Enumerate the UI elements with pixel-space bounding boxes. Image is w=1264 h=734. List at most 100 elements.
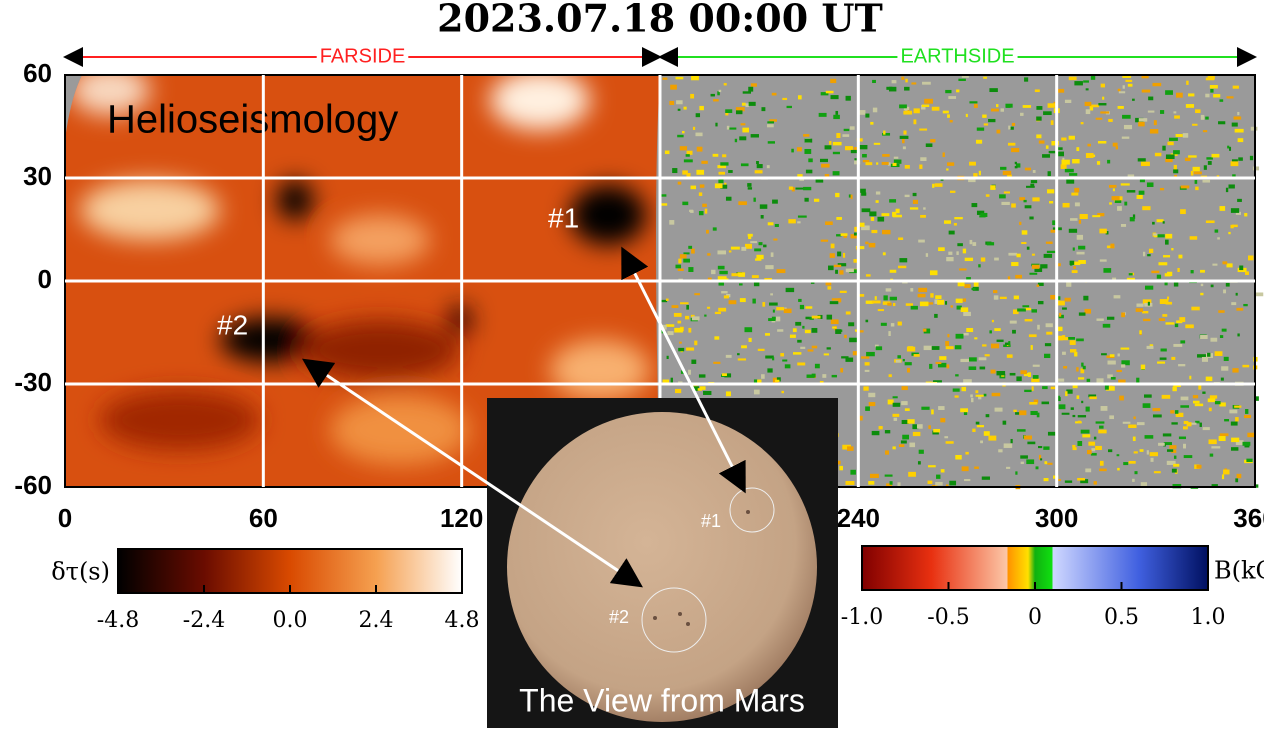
- speck: [725, 112, 729, 116]
- speck: [912, 424, 919, 430]
- speck: [1200, 283, 1204, 287]
- speck: [804, 138, 813, 143]
- speck: [750, 134, 759, 138]
- speck: [919, 164, 923, 169]
- speck: [686, 150, 693, 155]
- speck: [872, 107, 878, 113]
- speck: [1064, 168, 1074, 173]
- speck: [892, 402, 901, 407]
- sunspot: [653, 616, 657, 620]
- speck: [1076, 367, 1079, 372]
- speck: [715, 122, 718, 127]
- speck: [836, 234, 842, 237]
- speck: [989, 88, 998, 93]
- speck: [1017, 308, 1026, 312]
- speck: [1021, 230, 1028, 235]
- speck: [738, 272, 745, 277]
- speck: [912, 431, 921, 437]
- speck: [1057, 478, 1061, 482]
- speck: [958, 78, 966, 81]
- speck: [1192, 123, 1198, 126]
- speck: [1149, 344, 1154, 347]
- speck: [895, 359, 901, 363]
- speck: [1128, 273, 1133, 276]
- speck: [825, 282, 832, 286]
- speck: [996, 371, 1006, 376]
- speck: [969, 161, 976, 166]
- speck: [1180, 405, 1190, 408]
- speck: [1139, 449, 1144, 452]
- speck: [1103, 268, 1112, 273]
- speck: [1235, 417, 1239, 422]
- speck: [669, 100, 675, 106]
- speck: [675, 264, 682, 269]
- speck: [1072, 383, 1078, 389]
- speck: [1000, 166, 1007, 170]
- speck: [1074, 187, 1080, 193]
- speck: [1016, 376, 1022, 382]
- speck: [1173, 150, 1180, 155]
- speck: [1115, 145, 1119, 150]
- speck: [717, 91, 720, 96]
- speck: [864, 362, 870, 366]
- speck: [1171, 449, 1177, 453]
- speck: [1230, 208, 1240, 213]
- speck: [913, 108, 920, 114]
- speck: [1237, 138, 1244, 143]
- speck: [853, 147, 858, 151]
- speck: [1007, 276, 1011, 282]
- speck: [901, 76, 905, 80]
- speck: [1062, 202, 1070, 208]
- speck: [805, 306, 813, 309]
- speck: [1136, 303, 1144, 307]
- speck: [1118, 91, 1126, 94]
- speck: [1254, 292, 1264, 297]
- speck: [976, 210, 985, 215]
- speck: [1033, 399, 1039, 404]
- speck: [1102, 323, 1111, 328]
- speck: [925, 143, 933, 147]
- speck: [981, 476, 990, 480]
- speck: [1205, 93, 1210, 98]
- y-tick-label: 30: [23, 161, 52, 191]
- speck: [723, 83, 727, 86]
- speck: [966, 328, 974, 333]
- speck: [753, 389, 760, 395]
- speck: [1036, 284, 1040, 287]
- speck: [1095, 421, 1105, 424]
- speck: [1178, 436, 1186, 440]
- speck: [809, 316, 814, 320]
- speck: [1174, 410, 1179, 414]
- speck: [1099, 468, 1107, 472]
- speck: [1093, 481, 1097, 485]
- speck: [840, 233, 848, 236]
- speck: [882, 252, 886, 256]
- speck: [726, 125, 730, 130]
- region-label: FARSIDE: [320, 45, 406, 67]
- speck: [971, 287, 976, 291]
- speck: [938, 406, 945, 410]
- speck: [880, 322, 887, 326]
- speck: [1232, 368, 1239, 373]
- arrow: [621, 246, 746, 494]
- speck: [1034, 267, 1043, 272]
- speck: [1077, 415, 1087, 418]
- speck: [1095, 445, 1102, 451]
- speck: [1121, 312, 1126, 318]
- colorbar-tick-label: 0.0: [273, 608, 308, 633]
- speck: [1229, 409, 1238, 414]
- speck: [1088, 441, 1096, 446]
- speck: [714, 336, 720, 340]
- speck: [1012, 329, 1016, 334]
- speck: [1232, 85, 1239, 89]
- speck: [1016, 429, 1026, 432]
- speck: [1055, 335, 1063, 341]
- speck: [1058, 314, 1064, 319]
- speck: [971, 397, 974, 403]
- speck: [955, 333, 964, 339]
- speck: [1236, 307, 1244, 311]
- speck: [918, 287, 928, 293]
- speck: [804, 329, 811, 334]
- speck: [927, 480, 933, 484]
